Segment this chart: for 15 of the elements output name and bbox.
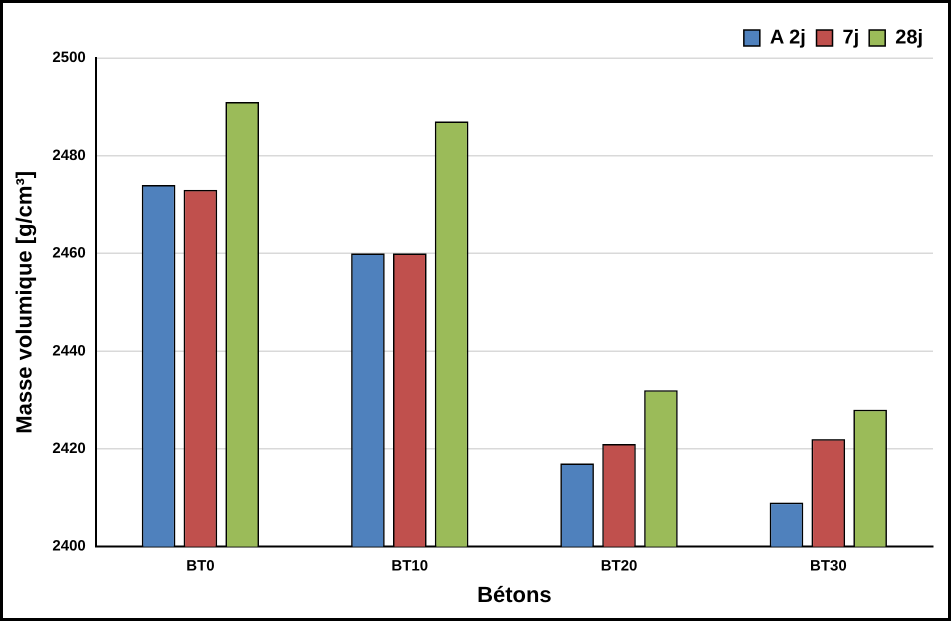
x-tick-label: BT30: [810, 558, 847, 575]
x-axis-title: Bétons: [477, 582, 552, 607]
y-axis-title: Masse volumique [g/cm³]: [11, 170, 36, 434]
x-tick-label: BT10: [391, 558, 428, 575]
y-tick-label: 2400: [52, 538, 86, 555]
legend-label: 28j: [895, 26, 924, 49]
y-tick-label: 2440: [52, 342, 86, 360]
y-tick-label: 2460: [52, 244, 86, 262]
x-tick-label: BT20: [600, 558, 638, 575]
y-tick-label: 2420: [52, 440, 86, 458]
y-tick-label: 2500: [52, 49, 86, 66]
x-tick-label: BT0: [186, 558, 215, 575]
y-tick-label: 2480: [52, 146, 86, 164]
legend-label: 7j: [842, 26, 860, 49]
legend-label: A 2j: [770, 26, 806, 49]
